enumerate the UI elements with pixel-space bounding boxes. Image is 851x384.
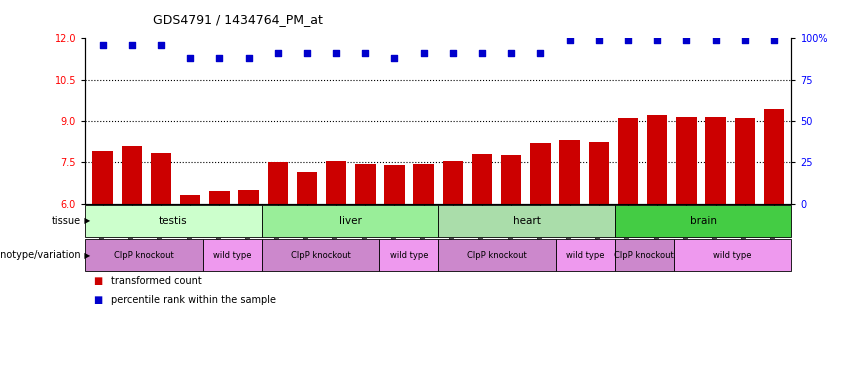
Point [563, 37, 576, 43]
Text: ■: ■ [94, 295, 103, 305]
Point [621, 37, 635, 43]
Bar [677, 117, 697, 204]
Point [271, 50, 284, 56]
Point [388, 55, 402, 61]
Point [534, 50, 547, 56]
Point [358, 50, 372, 56]
Point [96, 42, 110, 48]
Point [738, 37, 751, 43]
Text: ClpP knockout: ClpP knockout [291, 251, 351, 260]
Point [329, 50, 343, 56]
Text: ▶: ▶ [82, 251, 90, 260]
Bar [530, 143, 551, 204]
Text: wild type: wild type [390, 251, 428, 260]
Text: percentile rank within the sample: percentile rank within the sample [111, 295, 276, 305]
Point [680, 37, 694, 43]
Bar [618, 118, 638, 204]
Bar [501, 156, 522, 204]
Point [183, 55, 197, 61]
Bar [267, 162, 288, 204]
Point [592, 37, 606, 43]
Bar [385, 165, 405, 204]
Text: GDS4791 / 1434764_PM_at: GDS4791 / 1434764_PM_at [153, 13, 323, 26]
Point [154, 42, 168, 48]
Point [417, 50, 431, 56]
Bar [180, 195, 200, 204]
Bar [297, 172, 317, 204]
Text: testis: testis [159, 216, 188, 226]
Text: genotype/variation: genotype/variation [0, 250, 81, 260]
Point [300, 50, 314, 56]
Point [125, 42, 139, 48]
Bar [93, 151, 113, 204]
Bar [647, 116, 667, 204]
Bar [238, 190, 259, 204]
Bar [326, 161, 346, 204]
Text: wild type: wild type [213, 251, 252, 260]
Bar [734, 118, 755, 204]
Point [446, 50, 460, 56]
Point [505, 50, 518, 56]
Bar [443, 161, 463, 204]
Text: ClpP knockout: ClpP knockout [614, 251, 674, 260]
Text: tissue: tissue [52, 216, 81, 226]
Point [709, 37, 722, 43]
Bar [414, 164, 434, 204]
Point [767, 37, 780, 43]
Text: wild type: wild type [566, 251, 605, 260]
Text: wild type: wild type [713, 251, 751, 260]
Text: ClpP knockout: ClpP knockout [114, 251, 174, 260]
Text: brain: brain [689, 216, 717, 226]
Point [650, 37, 664, 43]
Text: liver: liver [339, 216, 362, 226]
Bar [122, 146, 142, 204]
Text: transformed count: transformed count [111, 276, 202, 286]
Text: ■: ■ [94, 276, 103, 286]
Text: heart: heart [512, 216, 540, 226]
Point [213, 55, 226, 61]
Bar [471, 154, 492, 204]
Bar [355, 164, 375, 204]
Text: ▶: ▶ [82, 217, 90, 225]
Bar [559, 140, 580, 204]
Bar [209, 191, 230, 204]
Bar [705, 117, 726, 204]
Point [242, 55, 255, 61]
Bar [763, 109, 784, 204]
Point [475, 50, 488, 56]
Text: ClpP knockout: ClpP knockout [467, 251, 527, 260]
Bar [589, 142, 609, 204]
Bar [151, 152, 171, 204]
